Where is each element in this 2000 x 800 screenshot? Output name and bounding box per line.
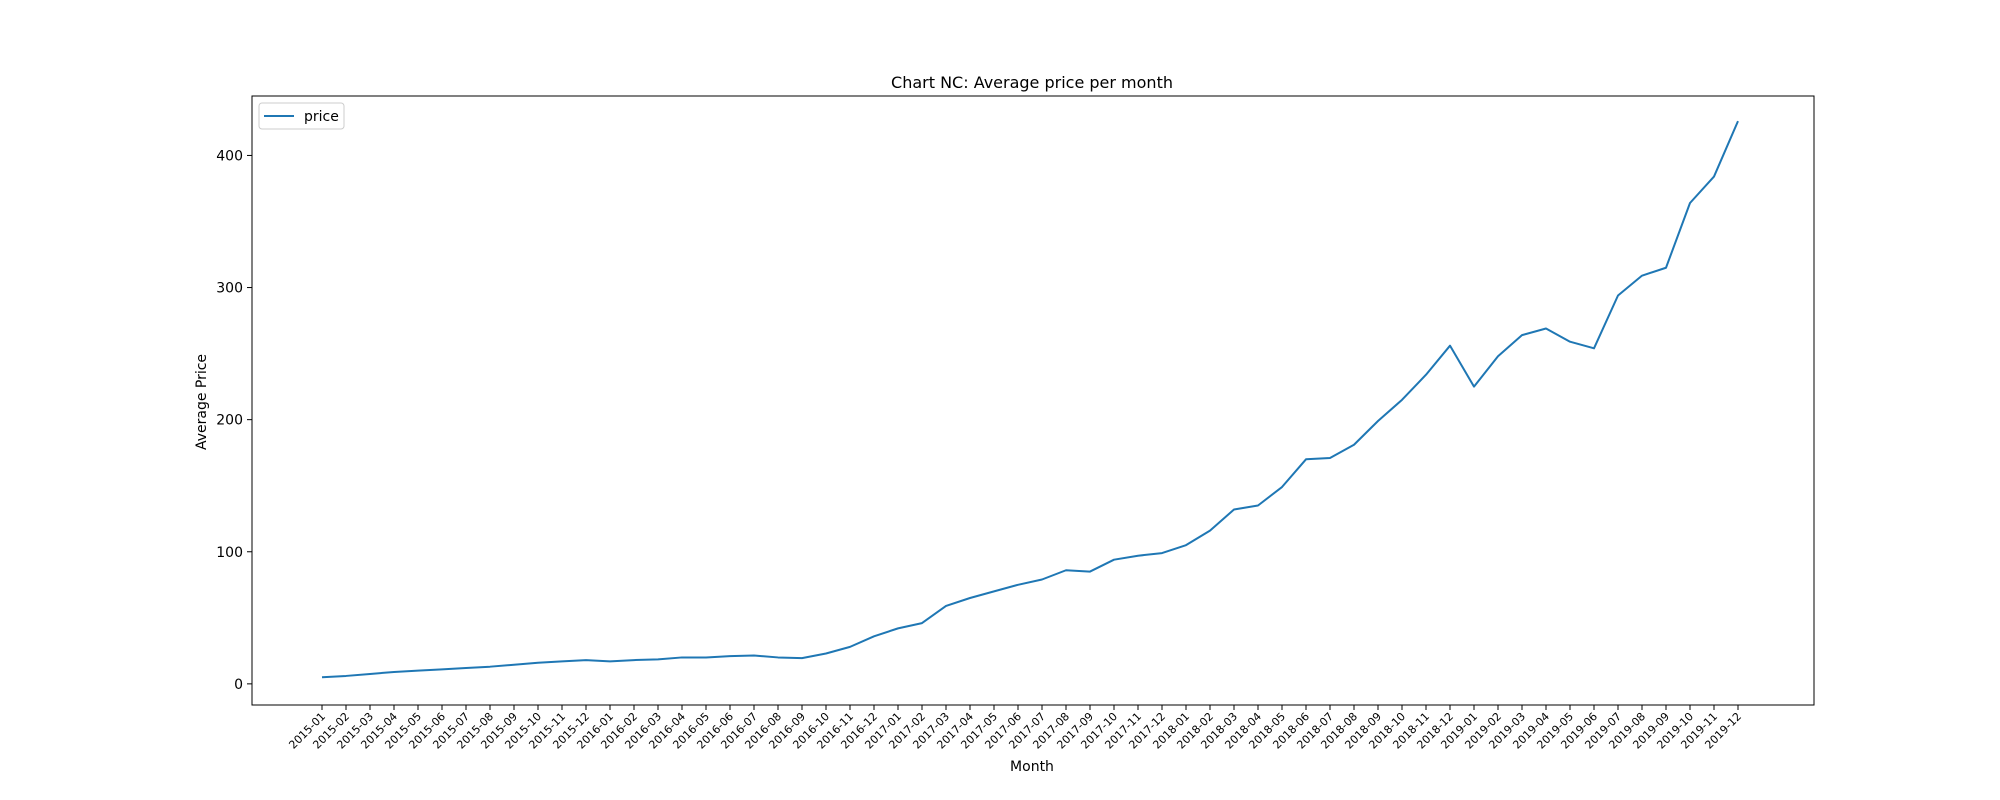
y-tick-label: 400 (216, 148, 243, 164)
x-axis-label: Month (1010, 759, 1054, 775)
y-axis: 0 100 200 300 400 (216, 148, 252, 693)
legend-box (258, 102, 345, 130)
chart-title: Chart NC: Average price per month (891, 73, 1173, 92)
y-tick-label: 0 (234, 677, 243, 693)
legend: price (258, 102, 345, 130)
y-tick-label: 100 (216, 545, 243, 561)
legend-label-price: price (304, 109, 339, 125)
series-line-price (321, 120, 1739, 679)
y-axis-label: Average Price (194, 354, 210, 450)
plot-frame (251, 95, 1815, 706)
y-tick-label: 300 (216, 281, 243, 297)
plot-area (321, 120, 1739, 679)
y-tick-label: 200 (216, 413, 243, 429)
